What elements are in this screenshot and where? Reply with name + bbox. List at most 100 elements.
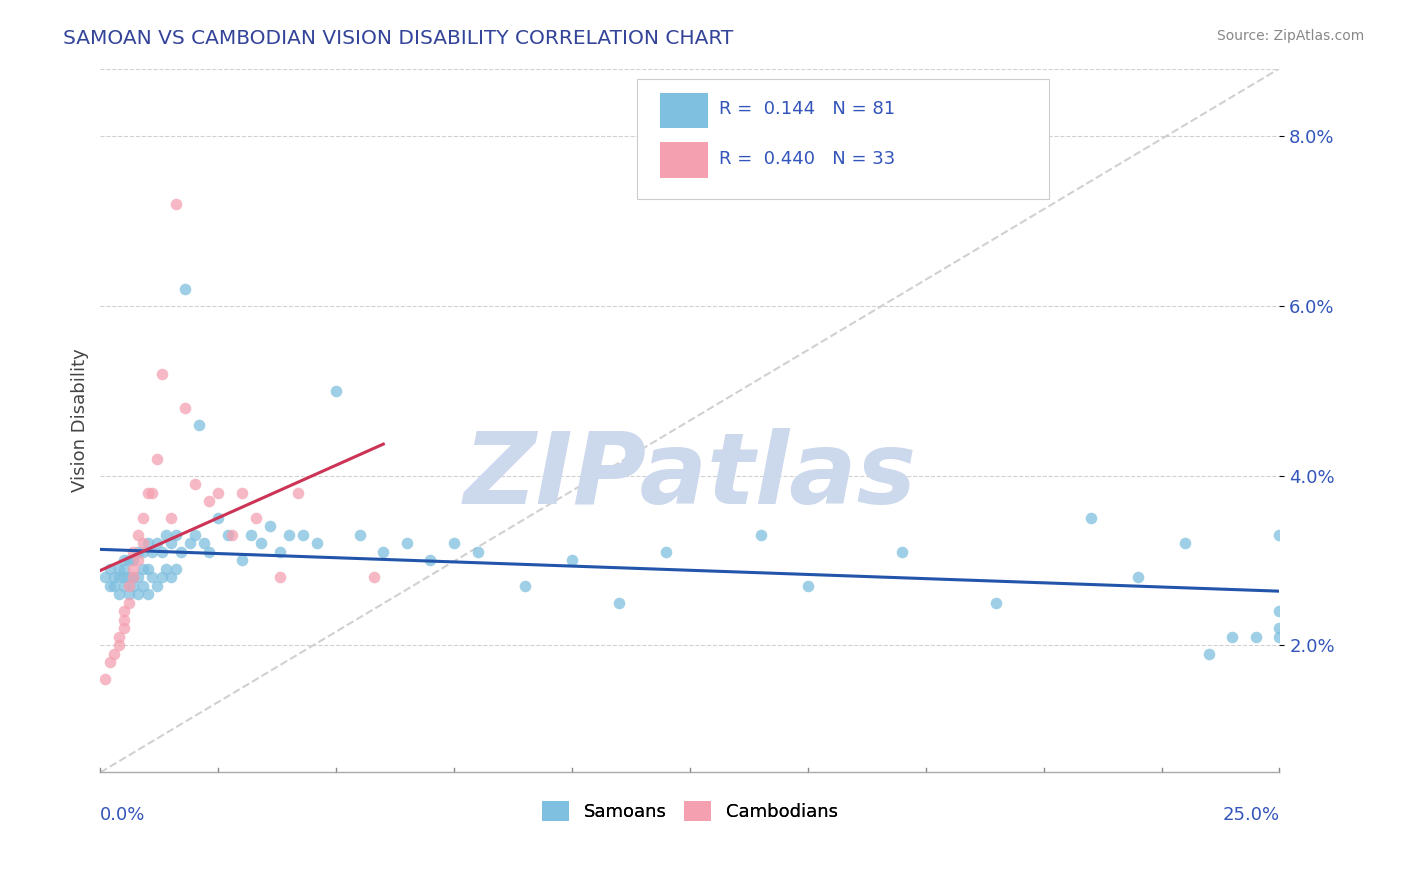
Point [122, 562, 145, 576]
Point [103, 579, 125, 593]
Point [188, 417, 211, 432]
Point [122, 570, 145, 584]
Point [160, 511, 183, 525]
Point [419, 553, 441, 567]
Point [136, 536, 159, 550]
Point [98, 562, 121, 576]
Point [112, 553, 135, 567]
Point [1126, 570, 1149, 584]
Point [287, 485, 309, 500]
Point [146, 536, 169, 550]
Point [117, 579, 139, 593]
Text: SAMOAN VS CAMBODIAN VISION DISABILITY CORRELATION CHART: SAMOAN VS CAMBODIAN VISION DISABILITY CO… [63, 29, 734, 47]
Point [467, 545, 489, 559]
Point [221, 528, 243, 542]
Point [443, 536, 465, 550]
Point [165, 562, 187, 576]
Text: R =  0.144   N = 81: R = 0.144 N = 81 [720, 100, 896, 119]
Point [1244, 630, 1267, 644]
Point [269, 545, 291, 559]
FancyBboxPatch shape [637, 79, 1049, 199]
Point [292, 528, 315, 542]
Point [607, 596, 630, 610]
Point [98, 655, 121, 669]
Point [249, 536, 271, 550]
FancyBboxPatch shape [661, 93, 707, 128]
Point [132, 562, 155, 576]
Point [198, 494, 221, 508]
Point [108, 587, 131, 601]
Point [183, 528, 205, 542]
Point [183, 477, 205, 491]
Point [122, 570, 145, 584]
Point [278, 528, 301, 542]
Point [269, 570, 291, 584]
Text: ZIPatlas: ZIPatlas [464, 428, 917, 525]
Point [155, 528, 177, 542]
Point [797, 579, 820, 593]
Point [127, 528, 149, 542]
Point [146, 579, 169, 593]
Text: Source: ZipAtlas.com: Source: ZipAtlas.com [1216, 29, 1364, 43]
Point [174, 282, 197, 296]
Point [132, 545, 155, 559]
Point [363, 570, 385, 584]
Point [245, 511, 267, 525]
Point [561, 553, 583, 567]
Point [1080, 511, 1102, 525]
Point [94, 672, 117, 686]
FancyBboxPatch shape [661, 143, 707, 178]
Point [1268, 604, 1291, 618]
Point [122, 545, 145, 559]
Point [122, 553, 145, 567]
Point [127, 553, 149, 567]
Point [108, 630, 131, 644]
Point [1174, 536, 1197, 550]
Point [122, 579, 145, 593]
Point [169, 545, 191, 559]
Text: 0.0%: 0.0% [100, 806, 146, 824]
Point [307, 536, 329, 550]
Point [103, 647, 125, 661]
Point [749, 528, 772, 542]
Text: R =  0.440   N = 33: R = 0.440 N = 33 [720, 150, 896, 168]
Point [136, 562, 159, 576]
Point [112, 570, 135, 584]
Point [136, 485, 159, 500]
Point [132, 511, 155, 525]
Point [112, 621, 135, 635]
Point [986, 596, 1008, 610]
Point [112, 613, 135, 627]
Point [150, 545, 173, 559]
Point [179, 536, 201, 550]
Point [207, 485, 229, 500]
Point [174, 401, 197, 415]
Point [165, 528, 187, 542]
Point [132, 579, 155, 593]
Point [103, 570, 125, 584]
Point [108, 562, 131, 576]
Point [108, 570, 131, 584]
Point [117, 596, 139, 610]
Point [127, 587, 149, 601]
Point [94, 570, 117, 584]
Point [165, 197, 187, 211]
Point [1268, 528, 1291, 542]
Point [325, 384, 347, 398]
Point [1198, 647, 1220, 661]
Point [207, 511, 229, 525]
Point [117, 553, 139, 567]
Point [1220, 630, 1243, 644]
Point [132, 536, 155, 550]
Point [1268, 621, 1291, 635]
Point [513, 579, 536, 593]
Legend: Samoans, Cambodians: Samoans, Cambodians [537, 796, 844, 827]
Point [112, 579, 135, 593]
Point [217, 528, 239, 542]
Point [141, 485, 163, 500]
Point [150, 367, 173, 381]
Point [240, 528, 263, 542]
Point [146, 451, 169, 466]
Point [108, 638, 131, 652]
Point [160, 570, 183, 584]
